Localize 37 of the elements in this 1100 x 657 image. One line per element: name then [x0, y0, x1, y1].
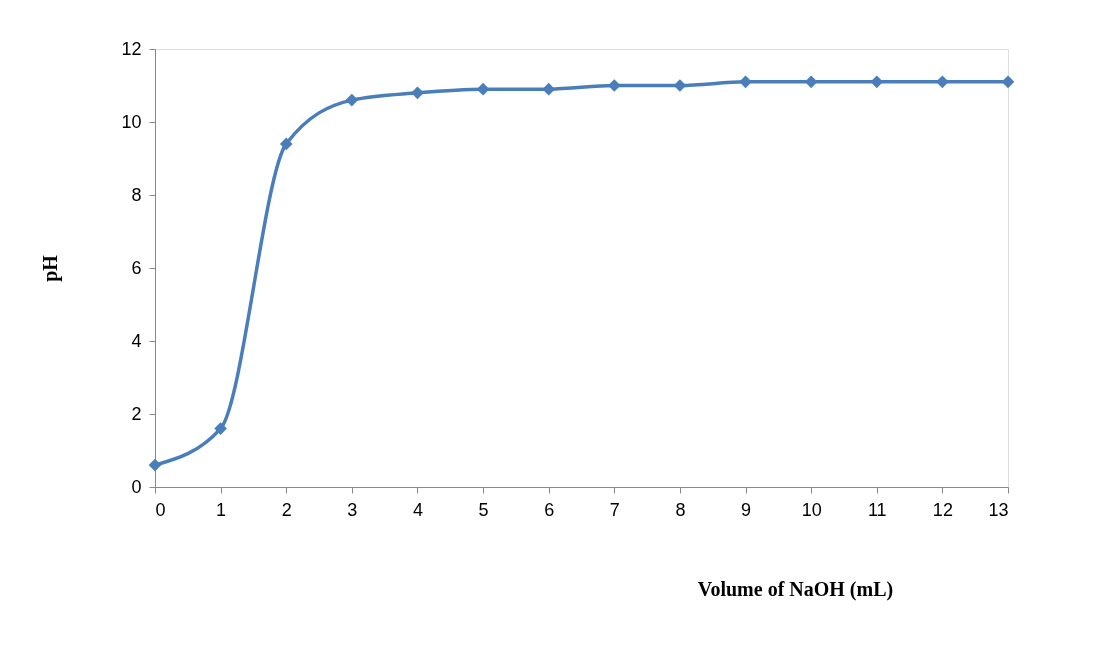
point	[607, 79, 621, 92]
x-tick-label: 10	[801, 499, 822, 520]
x-tick-label: 5	[478, 499, 489, 520]
x-tick-label: 11	[867, 499, 887, 520]
x-tick-label: 7	[609, 499, 620, 520]
point	[214, 422, 227, 435]
y-tick-label: 10	[121, 111, 142, 132]
x-tick-label: 4	[412, 499, 423, 520]
x-tick-label: 6	[544, 499, 555, 520]
point	[476, 82, 490, 96]
x-tick-label: 0	[155, 499, 166, 520]
x-tick-label: 1	[216, 499, 227, 520]
y-axis-title: pH	[39, 254, 63, 282]
point	[148, 458, 162, 472]
y-tick-label: 4	[131, 330, 142, 351]
x-tick-label: 2	[281, 499, 292, 520]
y-tick-label: 8	[131, 184, 142, 205]
x-tick-label: 12	[932, 499, 953, 520]
y-tick-label: 12	[121, 38, 142, 59]
point	[1001, 75, 1015, 89]
point	[804, 75, 818, 89]
y-tick-label: 6	[131, 257, 142, 278]
x-tick-label: 9	[741, 499, 752, 520]
point	[870, 75, 884, 89]
x-tick-label: 3	[347, 499, 358, 520]
point	[345, 93, 359, 107]
y-tick-label: 2	[131, 403, 142, 424]
point	[936, 75, 949, 89]
point	[673, 79, 687, 92]
point	[279, 137, 293, 151]
y-tick-label: 0	[131, 476, 142, 497]
x-axis-title: Volume of NaOH (mL)	[697, 577, 894, 601]
point	[411, 86, 424, 100]
x-tick-label: 13	[988, 499, 1009, 520]
point	[739, 75, 752, 89]
point	[542, 82, 556, 96]
x-tick-label: 8	[675, 499, 686, 520]
